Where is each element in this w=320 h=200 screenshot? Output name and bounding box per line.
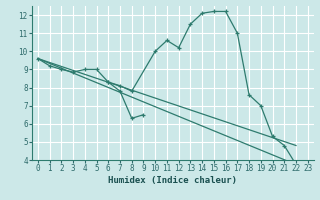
X-axis label: Humidex (Indice chaleur): Humidex (Indice chaleur) [108, 176, 237, 185]
